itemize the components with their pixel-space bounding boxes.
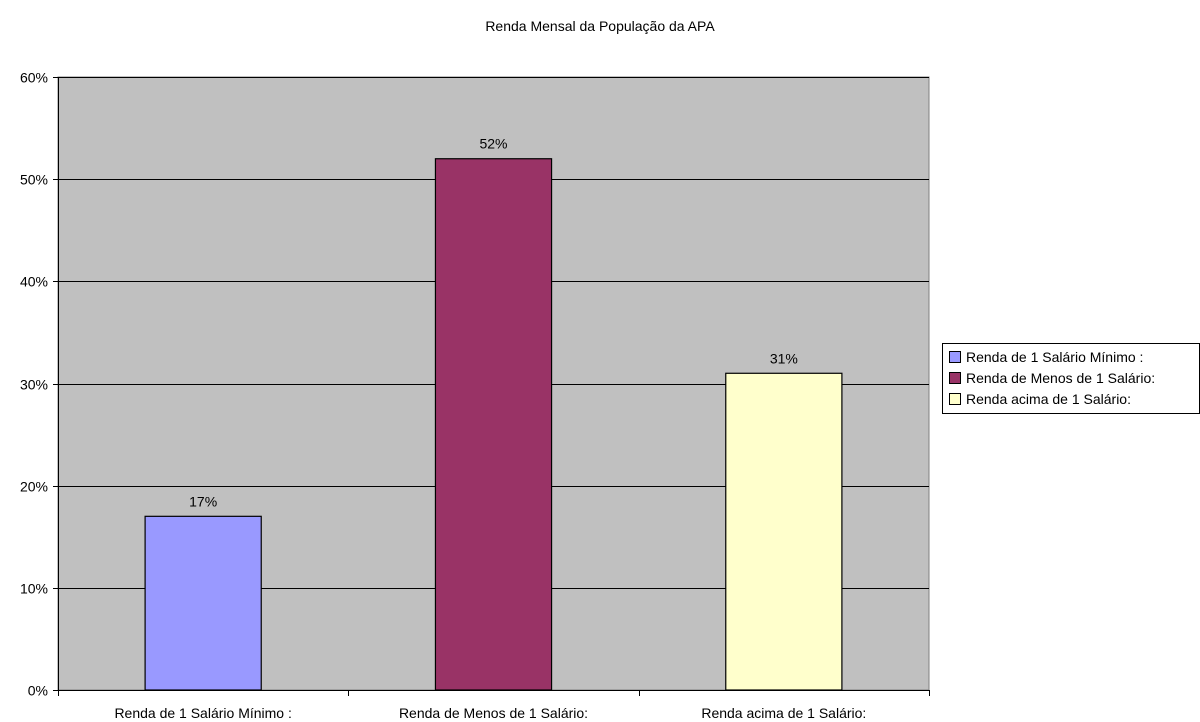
bar-3 <box>725 372 843 691</box>
y-tick-label: 50% <box>20 172 48 188</box>
bar-2 <box>434 158 553 691</box>
legend: Renda de 1 Salário Mínimo : Renda de Men… <box>942 343 1200 414</box>
legend-label-3: Renda acima de 1 Salário: <box>966 391 1131 407</box>
data-label-2: 52% <box>479 136 507 152</box>
legend-label-1: Renda de 1 Salário Mínimo : <box>966 349 1144 365</box>
legend-swatch-2 <box>949 372 961 384</box>
legend-swatch-1 <box>949 351 961 363</box>
y-tick-label: 40% <box>20 274 48 290</box>
y-tick-label: 20% <box>20 479 48 495</box>
x-tick-label-2: Renda de Menos de 1 Salário: <box>399 705 588 721</box>
x-tick-label-3: Renda acima de 1 Salário: <box>701 705 866 721</box>
bar-1 <box>144 515 262 691</box>
y-tick-label: 0% <box>28 683 48 699</box>
legend-swatch-3 <box>949 393 961 405</box>
legend-item-2: Renda de Menos de 1 Salário: <box>949 368 1155 388</box>
legend-item-1: Renda de 1 Salário Mínimo : <box>949 347 1143 367</box>
legend-item-3: Renda acima de 1 Salário: <box>949 389 1131 409</box>
y-tick-label: 60% <box>20 70 48 86</box>
data-label-3: 31% <box>770 350 798 366</box>
y-tick-label: 10% <box>20 581 48 597</box>
x-tick-label-1: Renda de 1 Salário Mínimo : <box>114 705 291 721</box>
y-tick-label: 30% <box>20 377 48 393</box>
legend-label-2: Renda de Menos de 1 Salário: <box>966 370 1156 386</box>
data-label-1: 17% <box>189 493 217 509</box>
chart-title: Renda Mensal da População da APA <box>485 18 715 34</box>
